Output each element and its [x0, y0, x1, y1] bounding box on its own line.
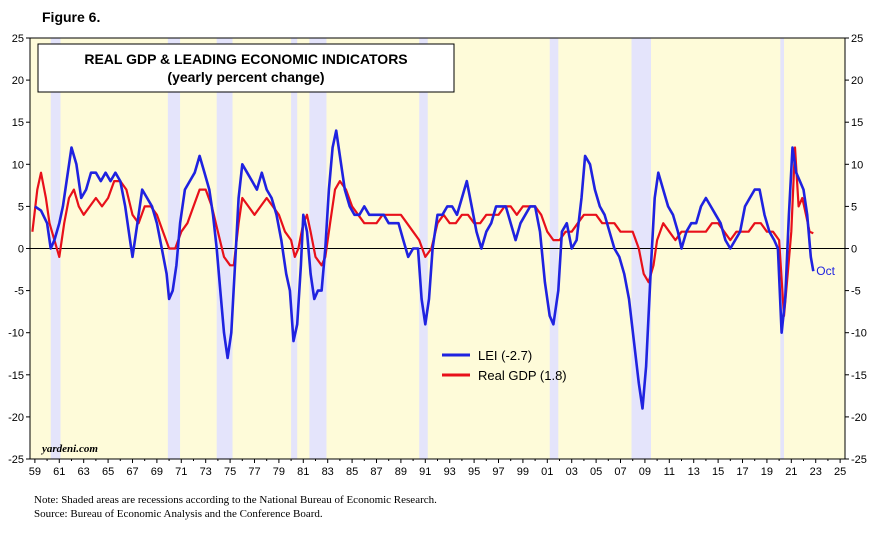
- y-tick-label-left: 25: [12, 33, 24, 45]
- series-line-lei: [34, 129, 815, 410]
- x-tick-label: 25: [834, 466, 846, 478]
- title-box: REAL GDP & LEADING ECONOMIC INDICATORS (…: [37, 43, 455, 93]
- y-tick-label-right: -10: [851, 328, 867, 340]
- y-tick-label-right: 5: [851, 201, 857, 213]
- x-tick-label: 75: [224, 466, 236, 478]
- legend: LEI (-2.7) Real GDP (1.8): [442, 348, 567, 383]
- y-tick-label-right: -20: [851, 412, 867, 424]
- x-tick-label: 21: [785, 466, 797, 478]
- x-tick-label: 91: [419, 466, 431, 478]
- y-tick-label-right: 0: [851, 244, 857, 256]
- x-tick-label: 71: [175, 466, 187, 478]
- x-tick-label: 19: [761, 466, 773, 478]
- legend-label-gdp: Real GDP (1.8): [478, 368, 567, 383]
- note-recessions: Note: Shaded areas are recessions accord…: [34, 494, 437, 506]
- y-tick-label-left: -25: [8, 454, 24, 466]
- x-tick-label: 69: [151, 466, 163, 478]
- x-tick-label: 67: [126, 466, 138, 478]
- x-tick-label: 85: [346, 466, 358, 478]
- y-tick-label-left: 15: [12, 117, 24, 129]
- x-tick-label: 09: [639, 466, 651, 478]
- x-tick-label: 95: [468, 466, 480, 478]
- credit: yardeni.com: [40, 443, 98, 455]
- y-tick-label-right: -5: [851, 286, 861, 298]
- x-tick-label: 99: [517, 466, 529, 478]
- y-tick-label-left: 0: [18, 244, 24, 256]
- x-tick-label: 87: [370, 466, 382, 478]
- x-tick-label: 07: [614, 466, 626, 478]
- x-tick-label: 83: [322, 466, 334, 478]
- x-tick-label: 73: [200, 466, 212, 478]
- x-tick-label: 65: [102, 466, 114, 478]
- y-tick-label-right: 10: [851, 159, 863, 171]
- x-tick-label: 97: [492, 466, 504, 478]
- x-tick-label: 13: [688, 466, 700, 478]
- axes: 25 25 20 20 15 15 10 10 5 5 0 0 -5 -5 -10 -10 -15 -15 -20 -…: [8, 33, 867, 478]
- y-tick-label-left: -10: [8, 328, 24, 340]
- x-tick-label: 89: [395, 466, 407, 478]
- x-tick-label: 03: [566, 466, 578, 478]
- x-tick-label: 61: [53, 466, 65, 478]
- end-label: Oct: [816, 264, 835, 278]
- y-tick-label-right: 20: [851, 75, 863, 87]
- y-tick-label-left: 10: [12, 159, 24, 171]
- x-tick-label: 01: [541, 466, 553, 478]
- x-tick-label: 81: [297, 466, 309, 478]
- x-tick-label: 11: [664, 466, 675, 478]
- chart-title: REAL GDP & LEADING ECONOMIC INDICATORS: [84, 51, 407, 67]
- x-tick-label: 77: [248, 466, 260, 478]
- x-tick-label: 23: [810, 466, 822, 478]
- y-tick-label-right: -25: [851, 454, 867, 466]
- x-tick-label: 79: [273, 466, 285, 478]
- x-tick-label: 63: [78, 466, 90, 478]
- series-line-real-gdp: [31, 146, 814, 317]
- y-tick-label-right: 25: [851, 33, 863, 45]
- chart-subtitle: (yearly percent change): [167, 69, 324, 85]
- legend-label-lei: LEI (-2.7): [478, 348, 532, 363]
- y-tick-label-left: 5: [18, 201, 24, 213]
- y-tick-label-left: -15: [8, 370, 24, 382]
- y-tick-label-right: 15: [851, 117, 863, 129]
- figure-label: Figure 6.: [42, 9, 101, 25]
- x-tick-label: 05: [590, 466, 602, 478]
- y-tick-label-left: 20: [12, 75, 24, 87]
- x-tick-label: 17: [736, 466, 748, 478]
- x-tick-label: 59: [29, 466, 41, 478]
- y-tick-label-left: -20: [8, 412, 24, 424]
- y-tick-label-left: -5: [14, 286, 24, 298]
- note-source: Source: Bureau of Economic Analysis and …: [34, 508, 323, 520]
- x-tick-label: 93: [444, 466, 456, 478]
- y-tick-label-right: -15: [851, 370, 867, 382]
- x-tick-label: 15: [712, 466, 724, 478]
